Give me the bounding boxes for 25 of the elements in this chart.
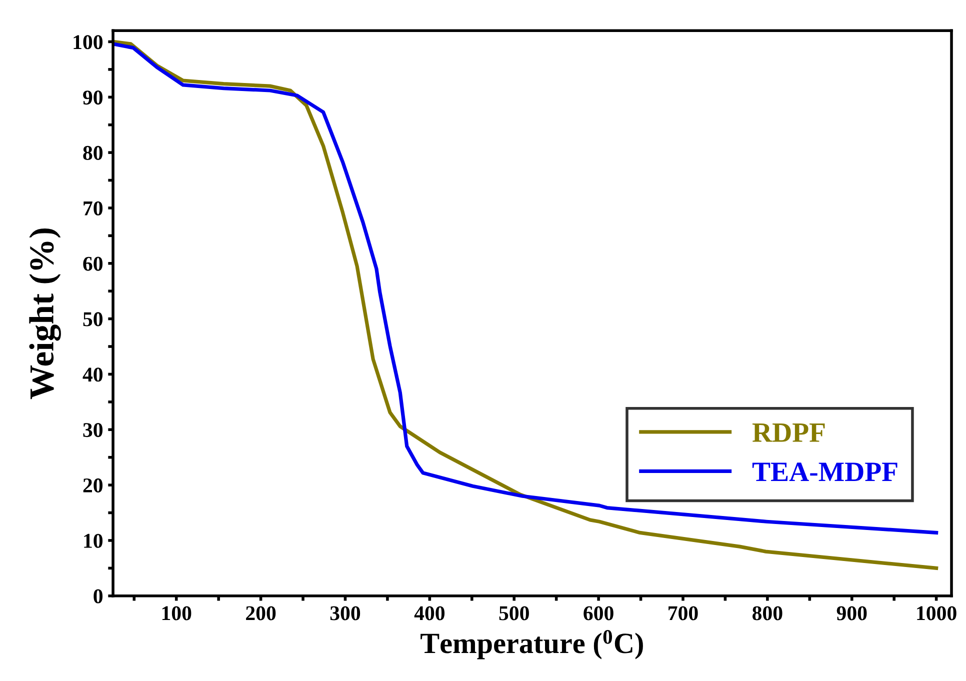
x-tick-label: 1000 xyxy=(917,606,956,620)
legend-label: RDPF xyxy=(752,424,825,442)
x-tick-label: 700 xyxy=(668,606,698,620)
x-tick-label: 100 xyxy=(162,606,192,620)
y-tick-label: 0 xyxy=(94,589,103,604)
x-tick-label: 900 xyxy=(836,606,867,620)
y-tick-label: 80 xyxy=(83,146,103,160)
y-tick-label: 60 xyxy=(83,256,103,271)
x-tick-label: 600 xyxy=(584,606,614,620)
y-axis-title: Weight (%) xyxy=(29,228,61,400)
x-tick-label: 300 xyxy=(330,606,360,620)
legend-label: TEA-MDPF xyxy=(752,462,898,482)
x-tick-label: 800 xyxy=(752,606,782,620)
y-tick-label: 10 xyxy=(84,534,103,548)
y-tick-label: 70 xyxy=(84,201,103,216)
x-tick-label: 200 xyxy=(246,606,276,620)
y-tick-label: 90 xyxy=(83,90,103,105)
x-axis-title: Temperature ($^{0}$C) xyxy=(420,630,643,660)
y-tick-label: 100 xyxy=(74,35,103,50)
y-tick-label: 20 xyxy=(83,478,103,492)
y-tick-label: 30 xyxy=(83,423,103,438)
y-tick-label: 40 xyxy=(82,368,103,382)
x-tick-label: 400 xyxy=(414,606,444,620)
y-tick-label: 50 xyxy=(83,312,103,326)
x-tick-label: 500 xyxy=(499,606,529,620)
